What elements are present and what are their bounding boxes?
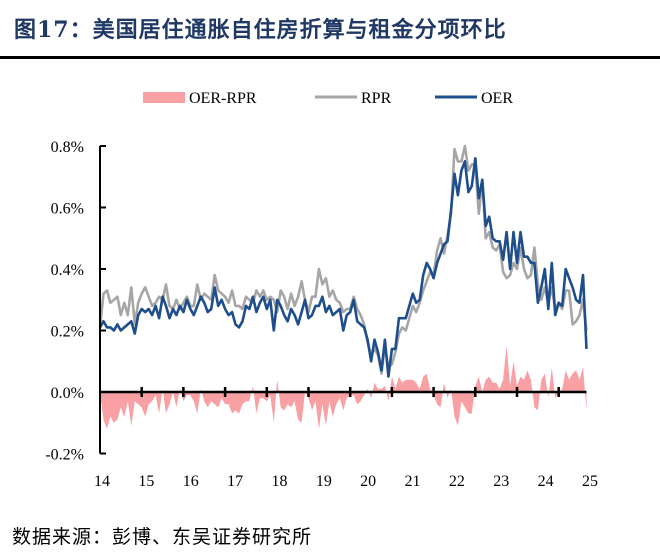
- x-tick-label: 25: [582, 473, 598, 490]
- x-tick-label: 19: [316, 473, 332, 490]
- x-tick-label: 20: [360, 473, 376, 490]
- chart-title: 图17：美国居住通胀自住房折算与租金分项环比: [14, 17, 507, 43]
- y-tick-label: 0.6%: [51, 201, 84, 218]
- x-tick-label: 22: [449, 473, 465, 490]
- x-tick-label: 15: [138, 473, 154, 490]
- legend-label: OER-RPR: [189, 90, 257, 107]
- x-tick-label: 16: [183, 473, 199, 490]
- y-tick-label: 0.4%: [51, 262, 84, 279]
- x-tick-label: 18: [271, 473, 287, 490]
- y-tick-label: 0.8%: [51, 139, 84, 156]
- y-tick-label: 0.2%: [51, 324, 84, 341]
- legend-swatch-oer-rpr: [143, 92, 185, 103]
- x-tick-label: 23: [493, 473, 509, 490]
- series-oer-rpr-area: [100, 345, 587, 429]
- legend-label: RPR: [361, 90, 392, 107]
- title-divider: [0, 56, 660, 59]
- x-tick-label: 21: [405, 473, 421, 490]
- x-tick-label: 17: [227, 473, 243, 490]
- chart: 0.8% 0.6% 0.4% 0.2% 0.0% -0.2% 14 15 16 17 18 19 20 2…: [45, 90, 598, 490]
- y-tick-label: -0.2%: [45, 447, 84, 464]
- y-tick-label: 0.0%: [51, 385, 84, 402]
- legend-label: OER: [481, 90, 513, 107]
- series-rpr-line: [98, 144, 588, 375]
- series-oer-line: [98, 157, 588, 378]
- x-tick-label: 14: [94, 473, 110, 490]
- x-tick-label: 24: [538, 473, 554, 490]
- source-note: 数据来源：彭博、东吴证券研究所: [12, 526, 313, 548]
